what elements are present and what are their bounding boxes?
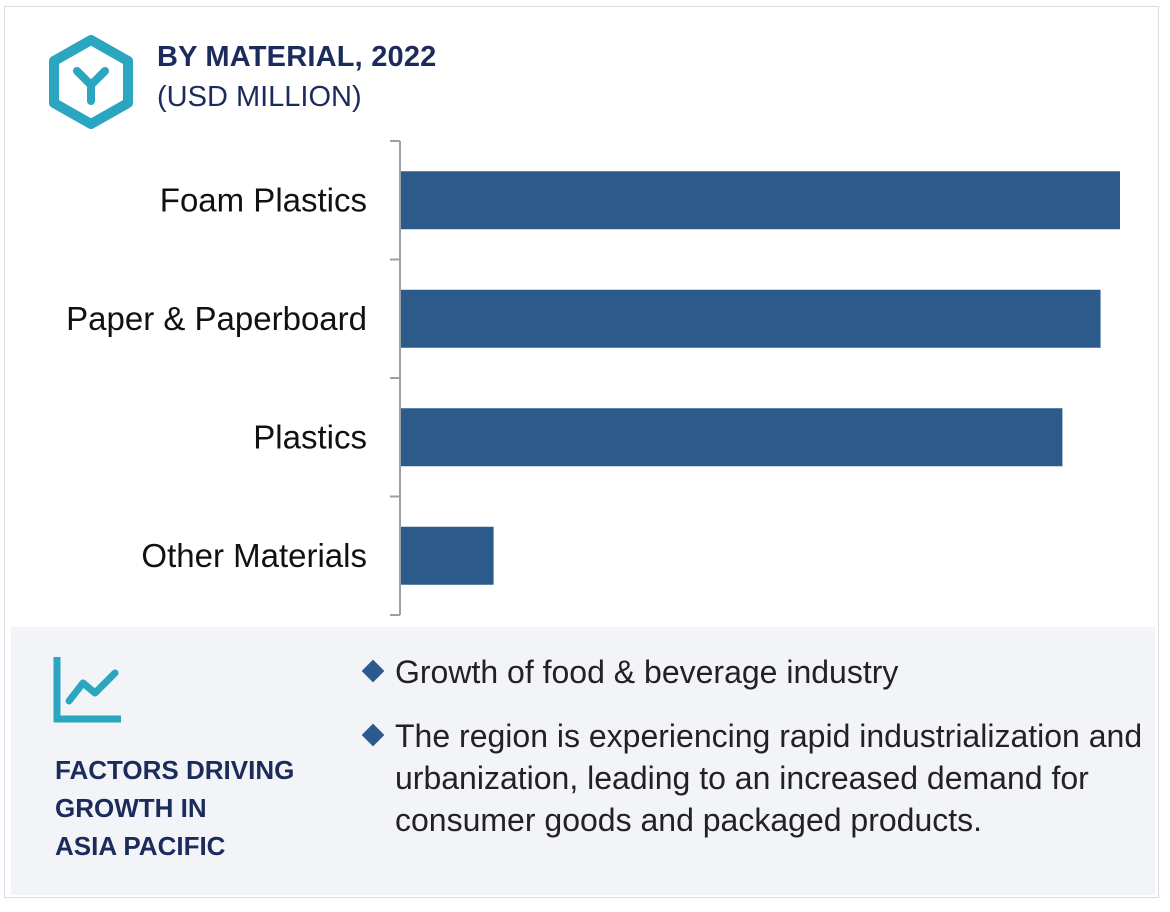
category-label: Plastics (253, 418, 367, 455)
chart-subtitle: (USD MILLION) (157, 81, 362, 113)
bar (400, 408, 1063, 467)
diamond-bullet-icon (361, 659, 385, 683)
bar (400, 171, 1120, 230)
diamond-bullet-icon (361, 723, 385, 747)
factor-text: Growth of food & beverage industry (395, 654, 899, 690)
factors-heading: FACTORS DRIVING GROWTH IN ASIA PACIFIC (55, 751, 335, 865)
hexagon-y-icon (49, 35, 133, 129)
chart-title: BY MATERIAL, 2022 (157, 41, 437, 73)
category-label: Paper & Paperboard (66, 300, 367, 337)
bar (400, 526, 494, 585)
factors-heading-line: GROWTH IN (55, 793, 207, 823)
infographic-card: BY MATERIAL, 2022 (USD MILLION) Foam Pla… (4, 6, 1159, 898)
factors-heading-line: FACTORS DRIVING (55, 755, 295, 785)
factors-heading-line: ASIA PACIFIC (55, 831, 226, 861)
factors-list: Growth of food & beverage industry The r… (361, 651, 1151, 863)
factors-panel: FACTORS DRIVING GROWTH IN ASIA PACIFIC G… (11, 627, 1155, 895)
factor-text: The region is experiencing rapid industr… (395, 718, 1143, 838)
category-label: Foam Plastics (160, 181, 367, 218)
factor-item: Growth of food & beverage industry (361, 651, 1151, 693)
factor-item: The region is experiencing rapid industr… (361, 715, 1151, 841)
bar (400, 289, 1101, 348)
category-label: Other Materials (141, 537, 367, 574)
trend-line-chart-icon (53, 657, 121, 723)
bar-chart: Foam Plastics Paper & Paperboard Plastics O… (66, 140, 1120, 616)
